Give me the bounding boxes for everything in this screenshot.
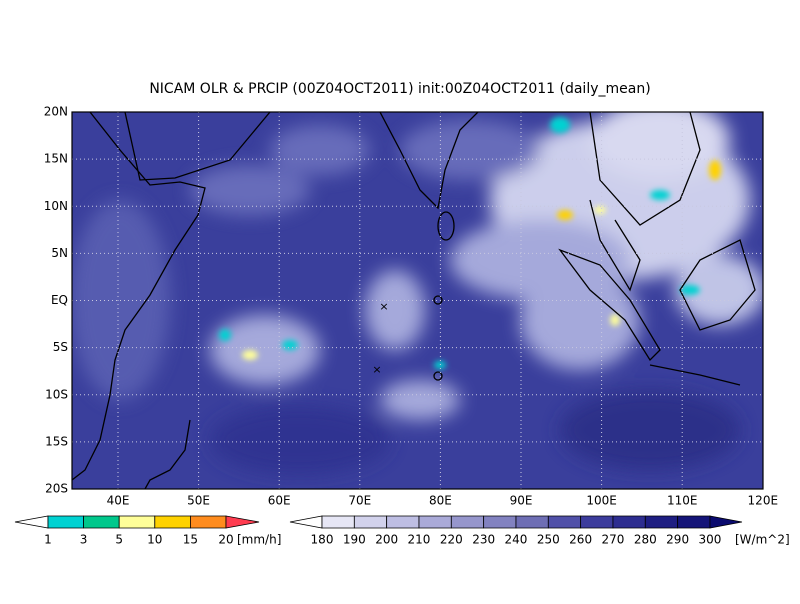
colorbar-label: 240 [505, 533, 528, 547]
colorbar-swatch [190, 515, 227, 529]
svg-text:×: × [379, 300, 388, 313]
colorbar-swatch [118, 515, 156, 529]
lon-label: 110E [667, 494, 698, 508]
colorbar-label: 1 [44, 533, 52, 547]
colorbar-swatch [612, 515, 646, 529]
axis-labels: 20N 15N 10N 5N EQ 5S 10S 15S 20S 40E 50E 60E 70E 80E 9… [44, 105, 778, 508]
colorbar-label: 200 [375, 533, 398, 547]
colorbar-swatch [353, 515, 388, 529]
colorbar-swatch [154, 515, 191, 529]
lat-label: 15S [45, 434, 68, 448]
colorbar-swatch [418, 515, 452, 529]
field: × × [72, 112, 763, 489]
lon-label: 60E [268, 494, 291, 508]
colorbar-label: 260 [569, 533, 592, 547]
colorbars: 1 3 5 10 15 20 [mm/h] 180 190 200 210 220 230 240 250 2… [14, 515, 790, 547]
colorbar-unit: [W/m^2] [735, 533, 790, 547]
colorbar-label: 20 [218, 533, 233, 547]
colorbar-swatch [225, 515, 260, 529]
colorbar-swatch [515, 515, 549, 529]
colorbar-swatch [709, 515, 743, 529]
colorbar-label: 230 [472, 533, 495, 547]
colorbar-label: 300 [699, 533, 722, 547]
colorbar-label: 270 [602, 533, 625, 547]
lon-label: 40E [107, 494, 130, 508]
colorbar-swatch [47, 515, 84, 529]
colorbar-label: 190 [343, 533, 366, 547]
lat-label: 10S [45, 387, 68, 401]
colorbar-label: 180 [311, 533, 334, 547]
lat-label: 5S [53, 340, 68, 354]
map-frame [71, 111, 764, 490]
lat-label: 15N [44, 152, 68, 166]
grid [72, 112, 763, 489]
colorbar-label: 15 [183, 533, 198, 547]
colorbar-label: 290 [666, 533, 689, 547]
lon-label: 70E [348, 494, 371, 508]
lon-label: 50E [187, 494, 210, 508]
colorbar-label: 5 [115, 533, 123, 547]
colorbar-swatch [386, 515, 420, 529]
lat-label: 20S [45, 482, 68, 496]
colorbar-unit: [mm/h] [237, 533, 281, 547]
colorbar-swatch [580, 515, 614, 529]
colorbar-label: 220 [440, 533, 463, 547]
lon-label: 100E [586, 494, 617, 508]
colorbar-label: 3 [80, 533, 88, 547]
colorbar-swatch [483, 515, 517, 529]
colorbar-swatch [644, 515, 679, 529]
lon-label: 120E [748, 494, 779, 508]
lat-label: 20N [44, 105, 68, 119]
map-title: NICAM OLR & PRCIP (00Z04OCT2011) init:00… [149, 81, 650, 97]
colorbar-swatch [450, 515, 485, 529]
lat-label: EQ [51, 293, 68, 307]
colorbar-label: 210 [408, 533, 431, 547]
lon-label: 90E [510, 494, 533, 508]
colorbar-label: 280 [634, 533, 657, 547]
colorbar-swatch [321, 515, 355, 529]
colorbar-label: 10 [147, 533, 162, 547]
colorbar-label: 250 [537, 533, 560, 547]
svg-text:×: × [372, 363, 381, 376]
colorbar-swatch [677, 515, 711, 529]
lat-label: 10N [44, 199, 68, 213]
lon-label: 80E [429, 494, 452, 508]
colorbar-swatch [83, 515, 120, 529]
lat-label: 5N [51, 246, 68, 260]
colorbar-swatch [547, 515, 582, 529]
